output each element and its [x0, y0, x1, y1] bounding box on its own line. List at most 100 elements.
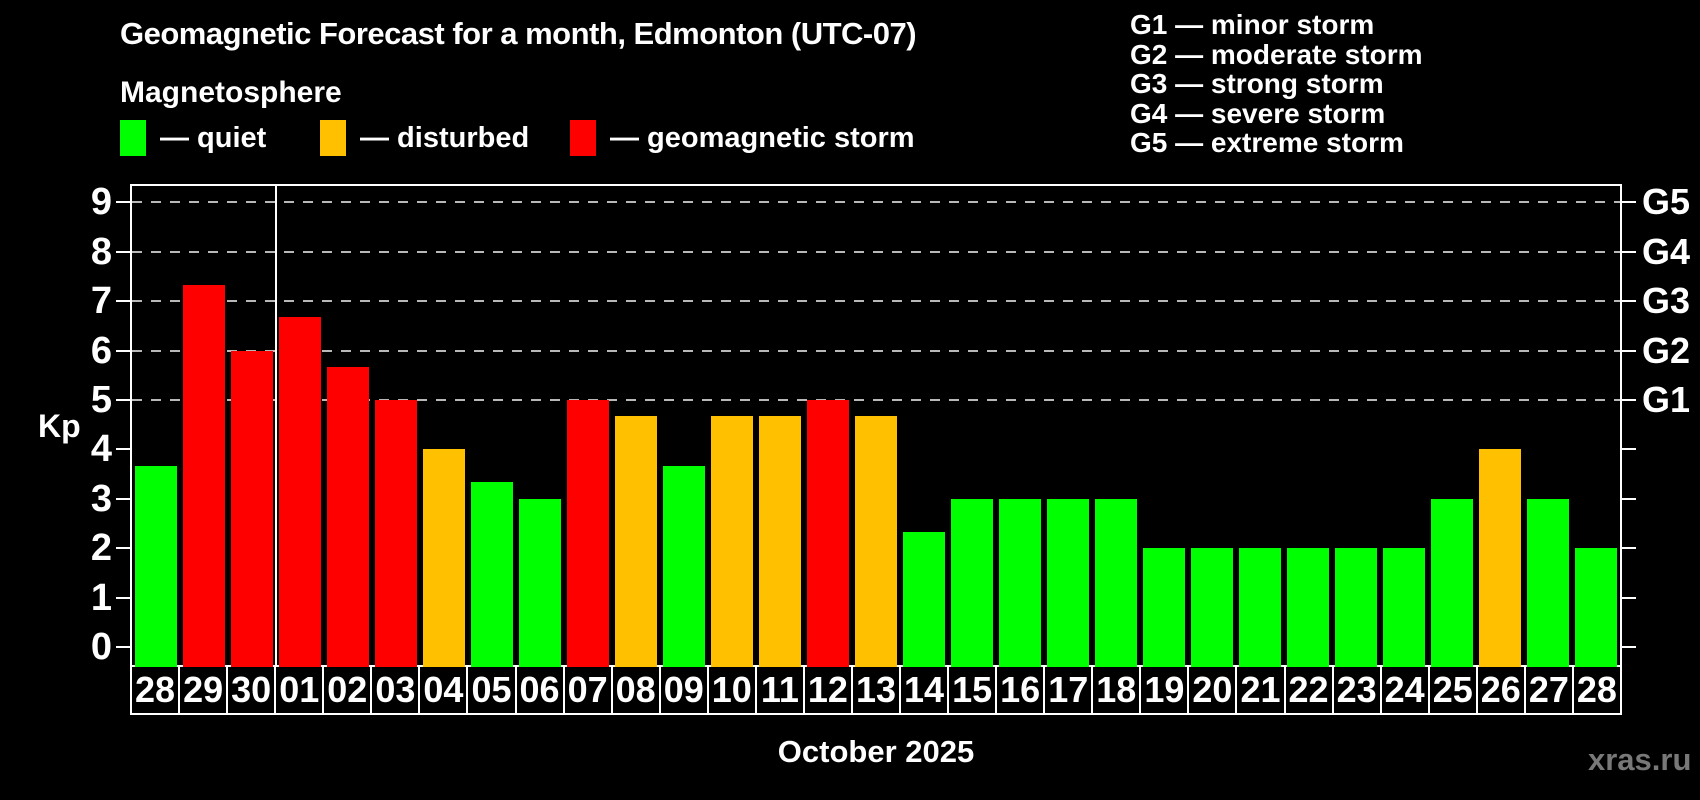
right-axis-label-G4: G4: [1642, 230, 1691, 272]
kp-bar-20: [1191, 548, 1233, 667]
kp-bar-19: [1143, 548, 1185, 667]
right-tick-kp-2: [1622, 547, 1636, 550]
kp-bar-12: [807, 399, 849, 667]
right-tick-kp-7: [1622, 300, 1636, 303]
date-cell-0: 28: [132, 667, 181, 713]
gridline-kp-7: [132, 300, 1620, 303]
kp-bar-16: [999, 498, 1041, 667]
gridline-kp-6: [132, 349, 1620, 352]
y-axis-label-9: 9: [90, 181, 112, 224]
right-tick-kp-4: [1622, 448, 1636, 451]
date-cell-9: 07: [565, 667, 613, 713]
kp-bar-02: [327, 366, 369, 667]
right-tick-kp-0: [1622, 645, 1636, 648]
x-axis-month-label: October 2025: [777, 734, 975, 769]
kp-bar-28: [1575, 548, 1617, 667]
right-tick-kp-5: [1622, 398, 1636, 401]
gridline-kp-5: [132, 398, 1620, 401]
disturbed-swatch-icon: [320, 120, 346, 156]
date-cell-16: 14: [901, 667, 950, 713]
kp-bar-25: [1431, 498, 1473, 667]
storm-scale-line-1: G1 — minor storm: [1130, 9, 1375, 40]
date-cell-14: 12: [805, 667, 853, 713]
date-cell-20: 18: [1093, 667, 1142, 713]
left-tick-kp-9: [116, 201, 130, 204]
kp-bar-13: [855, 416, 897, 667]
y-axis-label-7: 7: [90, 280, 112, 323]
date-cell-29: 27: [1526, 667, 1574, 713]
gridline-kp-8: [132, 250, 1620, 253]
date-cell-1: 29: [180, 667, 229, 713]
kp-bar-11: [759, 416, 801, 667]
kp-bar-08: [615, 416, 657, 667]
date-cell-18: 16: [997, 667, 1046, 713]
watermark: xras.ru: [1588, 742, 1692, 777]
date-cell-30: 28: [1576, 669, 1617, 710]
legend-label-storm: — geomagnetic storm: [610, 121, 915, 154]
left-tick-kp-4: [116, 448, 130, 451]
kp-bar-27: [1527, 498, 1569, 667]
kp-bar-05: [471, 482, 513, 667]
right-tick-kp-3: [1622, 497, 1636, 500]
chart-subtitle: Magnetosphere: [120, 76, 342, 109]
date-cell-10: 08: [613, 667, 661, 713]
left-tick-kp-1: [116, 596, 130, 599]
kp-bar-17: [1047, 498, 1089, 667]
date-cell-15: 13: [853, 667, 901, 713]
right-tick-kp-1: [1622, 596, 1636, 599]
date-cell-13: 11: [757, 667, 805, 713]
kp-bar-06: [519, 498, 561, 667]
date-cell-11: 09: [661, 667, 709, 713]
y-axis-label-6: 6: [90, 329, 112, 372]
legend-label-quiet: — quiet: [160, 121, 267, 154]
kp-bar-26: [1479, 449, 1521, 667]
left-tick-kp-5: [116, 398, 130, 401]
kp-bar-18: [1095, 498, 1137, 667]
left-tick-kp-3: [116, 497, 130, 500]
date-cell-27: 25: [1430, 667, 1478, 713]
kp-bar-07: [567, 399, 609, 667]
storm-scale-line-2: G2 — moderate storm: [1130, 38, 1423, 70]
chart-title: Geomagnetic Forecast for a month, Edmont…: [120, 16, 917, 51]
kp-bar-22: [1287, 548, 1329, 667]
right-axis-label-G2: G2: [1642, 329, 1691, 371]
legend-item-disturbed: — disturbed: [320, 119, 529, 157]
kp-bar-24: [1383, 548, 1425, 667]
legend-item-quiet: — quiet: [120, 119, 266, 157]
date-cell-28: 26: [1478, 667, 1526, 713]
storm-swatch-icon: [570, 120, 596, 156]
date-cell-8: 06: [517, 667, 565, 713]
y-axis-label-1: 1: [90, 576, 112, 619]
y-axis-label-0: 0: [90, 625, 112, 668]
kp-bar-30: [231, 350, 273, 667]
y-axis-label-8: 8: [90, 230, 112, 273]
storm-scale-line-3: G3 — strong storm: [1130, 68, 1384, 99]
right-axis-label-G5: G5: [1642, 181, 1691, 223]
storm-scale-line-4: G4 — severe storm: [1130, 97, 1386, 129]
right-axis-label-G1: G1: [1642, 378, 1691, 420]
date-cell-26: 24: [1382, 667, 1430, 713]
kp-bar-14: [903, 531, 945, 667]
left-tick-kp-8: [116, 250, 130, 253]
date-cell-7: 05: [468, 667, 517, 713]
gridline-kp-9: [132, 201, 1620, 204]
date-cell-2: 30: [228, 667, 277, 713]
kp-bar-03: [375, 399, 417, 667]
y-axis-label-5: 5: [90, 378, 112, 421]
date-cell-23: 21: [1237, 667, 1286, 713]
kp-bar-21: [1239, 548, 1281, 667]
kp-bar-28: [135, 465, 177, 667]
kp-bar-01: [279, 317, 321, 667]
x-axis-date-row: 28 29 30 01 02 03 04 05 06 07 08 09 10 11 12 13 14 15 16 17…: [130, 665, 1622, 715]
y-axis-title: Kp: [38, 408, 81, 444]
left-tick-kp-6: [116, 349, 130, 352]
date-cell-24: 22: [1286, 667, 1334, 713]
storm-scale-line-5: G5 — extreme storm: [1130, 127, 1404, 158]
y-axis-label-3: 3: [90, 477, 112, 520]
date-cell-19: 17: [1045, 667, 1094, 713]
date-cell-5: 03: [372, 667, 421, 713]
right-tick-kp-9: [1622, 201, 1636, 204]
kp-bar-23: [1335, 548, 1377, 667]
left-tick-kp-0: [116, 645, 130, 648]
